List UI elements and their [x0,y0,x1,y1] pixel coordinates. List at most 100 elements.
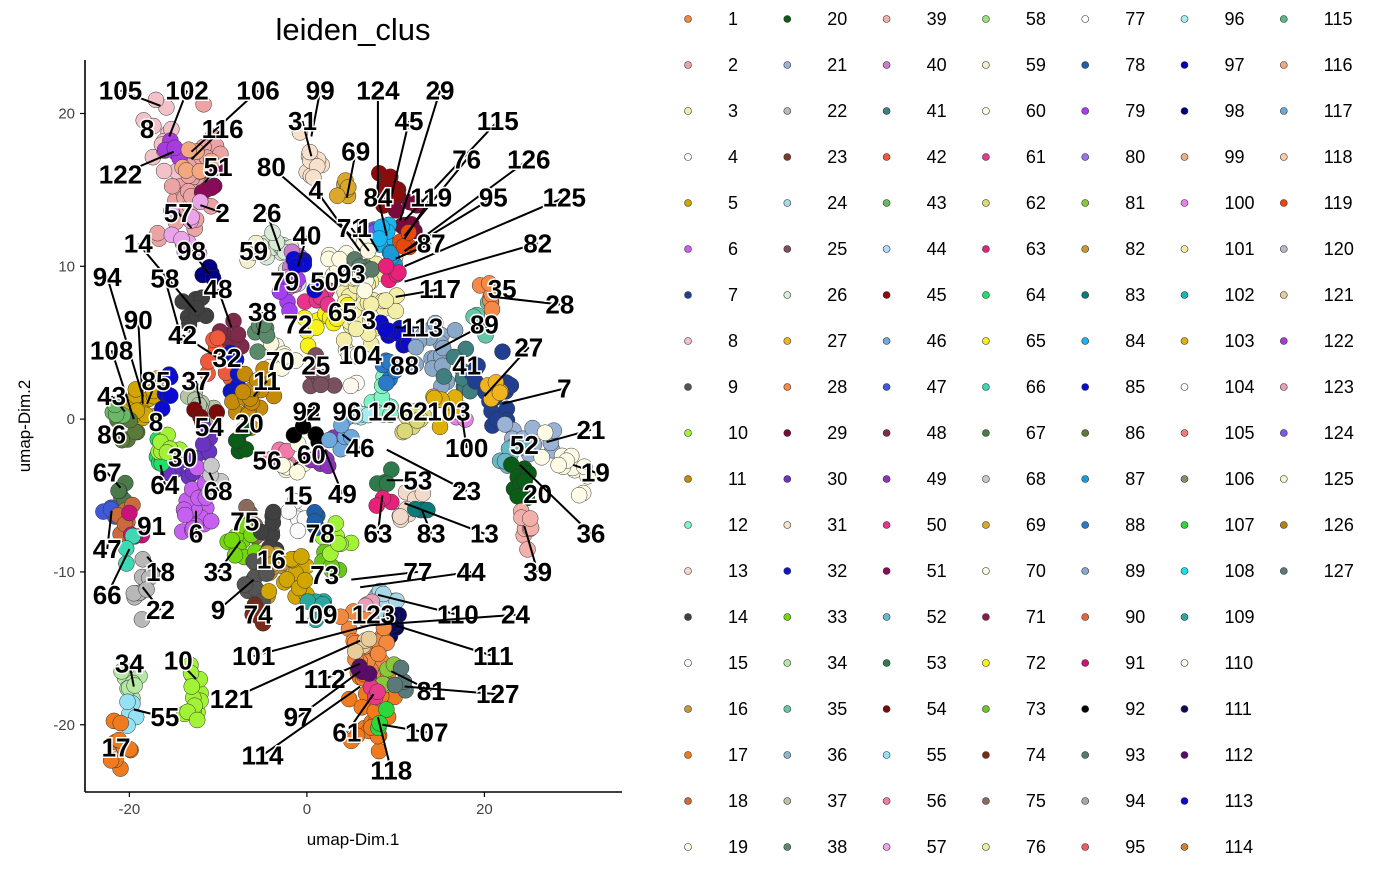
legend-key [982,613,990,621]
cluster-41-point [435,368,453,385]
cluster-annotation-label: 125 [543,183,586,213]
cluster-116-point [180,141,198,158]
cluster-14-point [188,299,205,317]
leader-line [204,166,219,183]
legend-key [1180,705,1189,713]
legend-key [982,705,990,713]
cluster-annotation-label: 72 [284,309,313,339]
legend-label: 36 [827,745,847,765]
legend-key [982,61,990,69]
chart-title: leiden_clus [275,12,430,47]
legend-label: 60 [1026,101,1046,121]
cluster-8-point [145,117,162,135]
legend-label: 110 [1225,653,1254,673]
legend-label: 78 [1125,55,1145,75]
legend-label: 127 [1324,561,1354,581]
legend-label: 65 [1026,331,1046,351]
legend-key [1081,521,1089,529]
legend-label: 104 [1225,377,1255,397]
leader-line [345,151,357,198]
cluster-22-point [138,581,155,598]
leader-line [261,685,361,757]
legend-key [882,383,891,391]
legend-key [1180,153,1189,161]
legend-key [982,659,990,667]
legend-key [1180,521,1189,529]
cluster-3-point [362,296,380,313]
legend-label: 51 [927,561,947,581]
legend-label: 111 [1225,699,1252,719]
legend-key [783,291,792,299]
cluster-41-point [457,340,475,358]
legend-key [882,475,891,483]
cluster-19-point [533,449,550,466]
cluster-70-point [276,348,293,365]
legend-label: 121 [1324,285,1354,305]
cluster-46-point [343,429,360,446]
legend-key [684,291,692,299]
cluster-10-point [188,711,206,729]
legend-label: 95 [1125,837,1145,857]
y-tick-label: -10 [53,564,75,581]
cluster-annotation-label: 114 [242,740,284,770]
leader-line [177,659,197,680]
cluster-17-point [343,732,360,750]
leader-line [395,288,441,298]
legend-key [1180,291,1189,299]
legend-key [882,107,891,115]
legend-key [1081,751,1089,759]
cluster-annotation-label: 36 [576,519,605,549]
cluster-annotation-label: 1 [357,213,371,243]
legend-label: 115 [1324,9,1353,29]
legend-key [982,429,990,437]
leader-line [110,350,135,420]
legend-key [783,61,792,69]
cluster-annotation-label: 15 [284,481,313,511]
cluster-annotation-label: 19 [581,458,610,488]
legend-key [783,383,792,391]
cluster-annotation-label: 104 [338,340,382,370]
cluster-annotation-label: 87 [417,228,446,258]
cluster-10-point [330,535,347,552]
legend-key [1081,199,1089,207]
cluster-annotation-label: 94 [93,262,122,292]
cluster-103-point [426,390,443,407]
legend-key [1180,751,1189,759]
legend-label: 23 [827,147,847,167]
cluster-annotation-label: 11 [253,366,281,396]
axes-layer: leiden_clus umap-Dim.1 umap-Dim.2 -20 0 20… [15,12,622,849]
cluster-annotation-label: 101 [232,641,275,671]
cluster-92-point [294,418,312,435]
cluster-60-point [274,457,291,474]
leader-line [314,189,361,252]
cluster-annotation-label: 14 [124,228,153,258]
leader-line [523,525,539,573]
cluster-annotation-label: 118 [370,756,412,786]
legend-label: 88 [1125,515,1145,535]
cluster-89-point [427,314,444,332]
cluster-46-point [320,431,338,449]
leader-line [106,510,113,550]
legend-key [1081,291,1089,299]
legend-key [684,613,692,621]
legend-label: 64 [1026,285,1046,305]
cluster-annotation-label: 71 [337,213,366,243]
leader-line [217,288,233,328]
legend-label: 20 [827,9,847,29]
legend-key [882,751,891,759]
leader-line [435,323,485,352]
cluster-annotation-label: 2 [215,198,229,228]
legend-label: 29 [827,423,847,443]
legend-label: 35 [827,699,847,719]
cluster-14-point [252,523,270,541]
cluster-1-point [370,645,387,663]
legend-key [1280,291,1288,299]
leader-line [217,578,255,611]
cluster-11-point [249,372,266,389]
cluster-annotation-label: 116 [202,114,244,144]
legend-key [1081,567,1089,575]
legend-label: 94 [1125,791,1145,811]
legend-key [882,659,891,667]
cluster-annotation-label: 20 [235,409,264,439]
